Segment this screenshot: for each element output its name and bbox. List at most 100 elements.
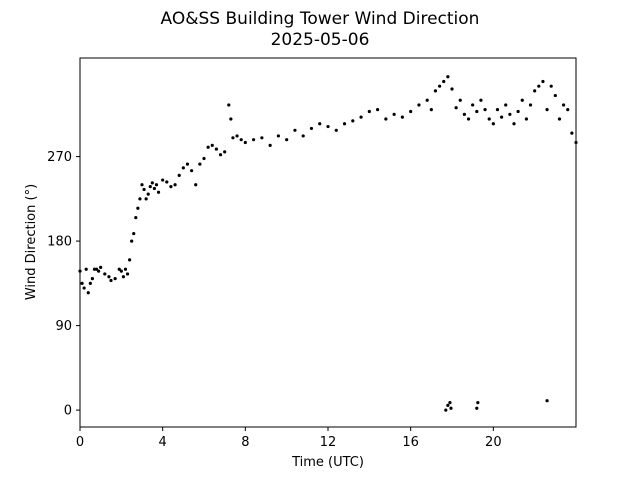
data-point <box>458 98 462 102</box>
data-point <box>512 122 516 126</box>
data-point <box>487 117 491 121</box>
data-point <box>433 89 438 93</box>
data-point <box>177 173 181 177</box>
data-point <box>491 122 495 126</box>
data-point <box>557 117 562 121</box>
data-point <box>150 181 154 185</box>
x-tick-label: 16 <box>402 435 419 450</box>
data-point <box>446 75 450 79</box>
data-point <box>500 115 504 119</box>
data-point <box>121 275 125 279</box>
data-point <box>181 166 185 170</box>
data-point <box>444 408 448 412</box>
data-point <box>476 400 480 405</box>
data-point <box>520 98 524 102</box>
data-point <box>475 109 479 114</box>
data-point <box>392 112 396 116</box>
data-point <box>351 119 355 123</box>
data-point <box>533 89 537 93</box>
data-point <box>90 277 94 281</box>
data-point <box>161 178 165 182</box>
x-tick-label: 8 <box>241 435 249 450</box>
x-tick-label: 4 <box>159 435 167 450</box>
data-point <box>448 400 452 405</box>
data-point <box>235 134 239 138</box>
data-point <box>549 84 553 88</box>
data-point <box>252 138 256 142</box>
data-point <box>276 134 280 138</box>
data-point <box>326 124 330 129</box>
data-point <box>516 109 520 114</box>
chart-subtitle: 2025-05-06 <box>271 30 370 50</box>
y-tick-label: 90 <box>55 319 72 334</box>
data-point <box>285 138 289 142</box>
data-point <box>84 267 88 271</box>
x-axis-ticks: 0 4 8 12 16 20 <box>76 427 502 450</box>
data-point <box>367 109 371 114</box>
data-point <box>562 103 566 107</box>
data-point <box>454 106 458 110</box>
data-point <box>86 291 90 295</box>
chart-title: AO&SS Building Tower Wind Direction <box>161 9 480 29</box>
data-point <box>138 197 142 201</box>
data-point <box>301 134 305 138</box>
data-point <box>384 117 388 121</box>
data-point <box>80 281 84 285</box>
data-point <box>210 143 214 147</box>
data-point <box>429 108 433 112</box>
data-point <box>113 277 117 281</box>
data-point <box>449 406 453 410</box>
data-point <box>107 275 111 279</box>
data-point <box>218 153 223 157</box>
data-point <box>119 269 123 273</box>
data-point <box>154 183 159 187</box>
data-point <box>169 185 173 189</box>
data-point <box>123 267 128 271</box>
data-point <box>409 109 413 114</box>
data-point <box>260 136 264 140</box>
data-point <box>508 112 512 116</box>
data-point <box>165 180 169 184</box>
data-point <box>318 122 322 126</box>
data-point <box>198 162 202 166</box>
data-point <box>566 108 570 112</box>
data-point <box>148 185 152 189</box>
data-point <box>545 399 549 403</box>
data-point <box>400 115 404 119</box>
data-point <box>450 87 454 91</box>
data-point <box>94 267 99 271</box>
data-point <box>103 272 107 276</box>
data-point <box>528 103 533 107</box>
data-point <box>223 150 227 154</box>
data-point <box>146 192 150 196</box>
data-point <box>88 281 92 285</box>
data-point <box>342 122 347 126</box>
x-tick-label: 12 <box>320 435 337 450</box>
y-axis-ticks: 0 90 180 270 <box>47 150 80 419</box>
x-axis-label: Time (UTC) <box>291 455 364 470</box>
data-point <box>545 108 549 112</box>
data-point <box>504 103 508 107</box>
x-tick-label: 0 <box>76 435 84 450</box>
y-tick-label: 270 <box>47 150 72 165</box>
data-point <box>479 98 483 102</box>
data-point <box>541 79 545 84</box>
data-point <box>268 143 272 147</box>
data-point <box>462 112 466 116</box>
data-point <box>570 131 574 135</box>
data-point <box>173 183 177 187</box>
data-point <box>97 269 101 273</box>
data-point <box>140 183 144 187</box>
data-point <box>309 126 314 131</box>
data-point <box>144 197 148 201</box>
data-point <box>125 272 130 276</box>
data-point <box>446 403 450 408</box>
data-point <box>417 103 421 107</box>
data-point <box>537 84 541 88</box>
data-points <box>78 75 578 412</box>
data-point <box>128 258 132 262</box>
data-point <box>334 128 338 132</box>
data-point <box>136 206 140 210</box>
y-tick-label: 0 <box>64 404 72 419</box>
